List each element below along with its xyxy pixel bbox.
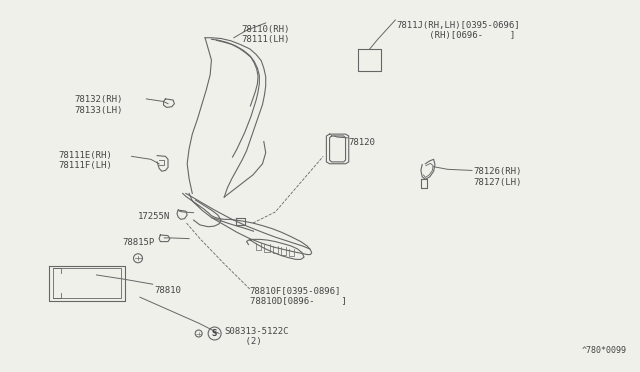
Text: ^780*0099: ^780*0099: [582, 346, 627, 355]
Text: 78120: 78120: [349, 138, 376, 147]
Text: 78110(RH)
78111(LH): 78110(RH) 78111(LH): [241, 25, 290, 44]
Text: 78815P: 78815P: [122, 238, 154, 247]
Text: 78810: 78810: [154, 286, 181, 295]
Text: 78111E(RH)
78111F(LH): 78111E(RH) 78111F(LH): [58, 151, 112, 170]
Text: S: S: [212, 329, 218, 338]
Text: 78132(RH)
78133(LH): 78132(RH) 78133(LH): [74, 95, 122, 115]
Text: 17255N: 17255N: [138, 212, 170, 221]
Text: S08313-5122C
    (2): S08313-5122C (2): [224, 327, 289, 346]
Text: 78810F[0395-0896]
78810D[0896-     ]: 78810F[0395-0896] 78810D[0896- ]: [250, 286, 346, 305]
Text: 7811J(RH,LH)[0395-0696]
      (RH)[0696-     ]: 7811J(RH,LH)[0395-0696] (RH)[0696- ]: [397, 21, 520, 41]
Text: 78126(RH)
78127(LH): 78126(RH) 78127(LH): [473, 167, 522, 187]
